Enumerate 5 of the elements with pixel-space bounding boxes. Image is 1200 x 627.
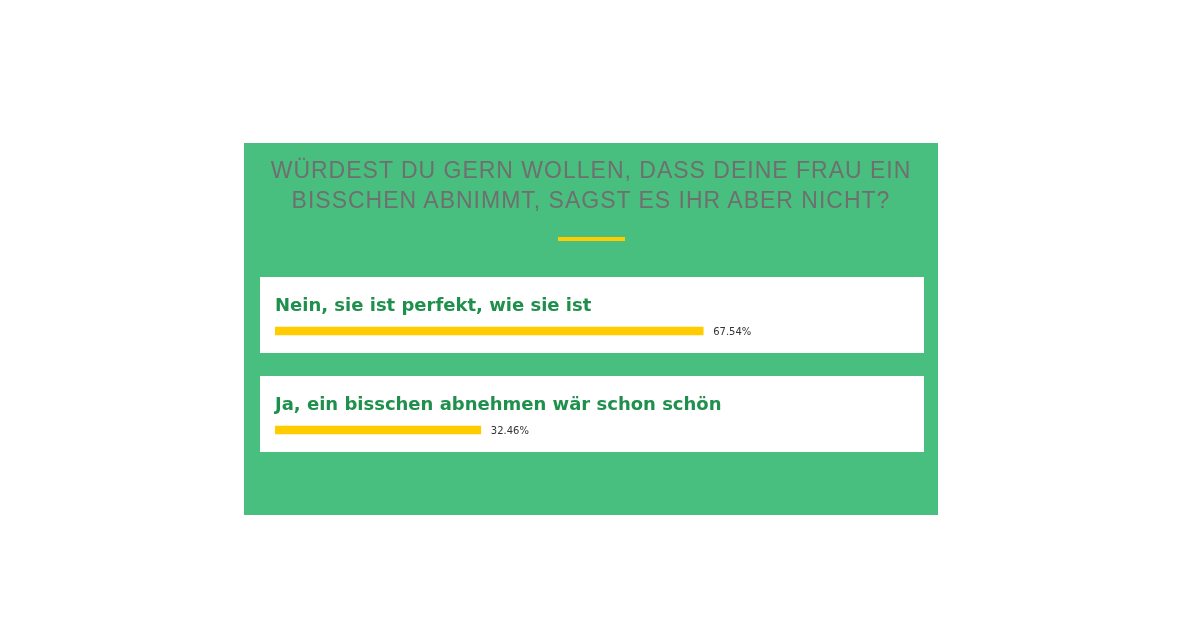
data-label: 32.46%	[490, 424, 529, 436]
y-tick-label: Ja, ein bisschen abnehmen wär schon schön	[273, 393, 722, 414]
chart-title: WÜRDEST DU GERN WOLLEN, DASS DEINE FRAU EIN BISSCHEN ABNIMMT, SAGST ES IHR ABER NICHT?	[269, 156, 913, 215]
data-label: 67.54%	[713, 325, 752, 337]
y-tick-label: Nein, sie ist perfekt, wie sie ist	[275, 294, 592, 315]
